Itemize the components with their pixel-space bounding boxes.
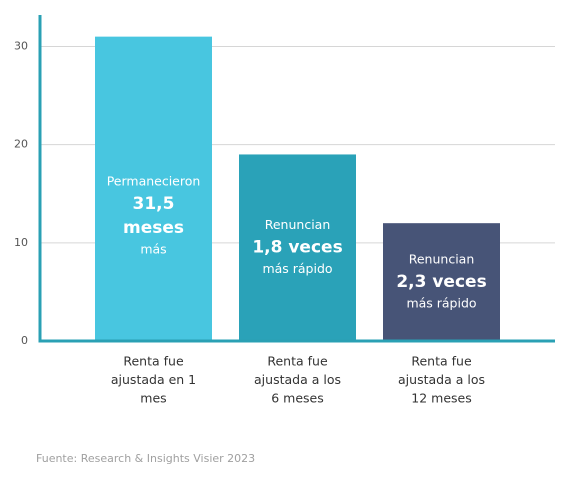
y-tick-label: 0	[21, 334, 28, 347]
source: Fuente: Research & Insights Visier 2023	[36, 452, 255, 465]
x-tick-label: 12 meses	[411, 391, 471, 406]
y-tick-label: 10	[14, 236, 28, 249]
bar-text: Renuncian	[265, 217, 331, 232]
bar-highlight: 2,3 veces	[396, 272, 486, 292]
x-tick-label: 6 meses	[271, 391, 324, 406]
bar-text: más rápido	[262, 261, 332, 276]
x-tick-label: ajustada a los	[398, 372, 485, 387]
bar-highlight: 31,5	[133, 194, 175, 214]
x-tick-label: Renta fue	[123, 354, 184, 369]
bar	[95, 36, 212, 342]
bar-text: Renuncian	[409, 252, 475, 267]
bar	[239, 154, 356, 341]
x-tick-label: ajustada en 1	[111, 372, 196, 387]
bar-text: Permanecieron	[107, 173, 201, 188]
x-tick-label: Renta fue	[267, 354, 328, 369]
bar-highlight: meses	[123, 218, 184, 238]
bar-text: más	[140, 241, 166, 256]
x-tick-label: mes	[140, 391, 166, 406]
bar	[383, 223, 500, 341]
bar-highlight: 1,8 veces	[252, 238, 342, 258]
y-tick-label: 20	[14, 138, 28, 151]
x-tick-label: ajustada a los	[254, 372, 341, 387]
y-tick-label: 30	[14, 39, 28, 52]
x-tick-label: Renta fue	[411, 354, 472, 369]
bar-text: más rápido	[406, 296, 476, 311]
